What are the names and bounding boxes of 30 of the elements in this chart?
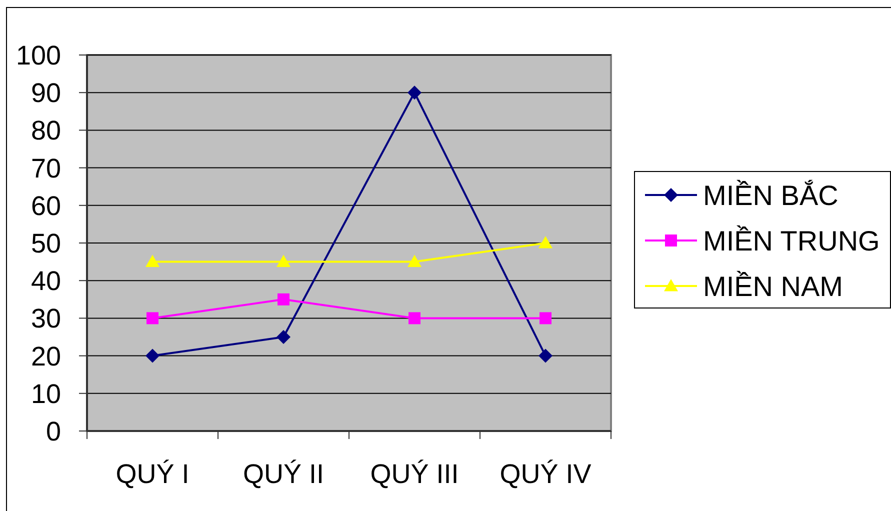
legend-label: MIỀN NAM bbox=[703, 270, 843, 302]
point bbox=[146, 254, 160, 268]
y-tick-label: 60 bbox=[30, 190, 61, 221]
point bbox=[276, 254, 290, 268]
point bbox=[278, 293, 290, 306]
point bbox=[538, 236, 552, 248]
x-tick-label: QUÝ IV bbox=[500, 459, 592, 489]
y-tick-label: 80 bbox=[30, 116, 61, 146]
point bbox=[540, 312, 552, 324]
y-tick-label: 70 bbox=[30, 153, 61, 184]
x-tick-label: QUÝ II bbox=[242, 459, 324, 489]
y-tick-label: 20 bbox=[30, 341, 61, 372]
point bbox=[146, 312, 158, 324]
point bbox=[408, 312, 420, 324]
point bbox=[146, 348, 160, 363]
legend-label: MIỀN TRUNG bbox=[703, 224, 880, 256]
point bbox=[538, 348, 552, 363]
y-tick-label: 30 bbox=[30, 304, 61, 334]
x-tick-label: QUÝ III bbox=[370, 459, 459, 489]
legend-label: MIỀN BẮC bbox=[703, 179, 838, 211]
point bbox=[408, 86, 422, 100]
point bbox=[408, 254, 422, 268]
y-tick-label: 40 bbox=[30, 266, 61, 296]
y-tick-label: 0 bbox=[46, 416, 61, 446]
point bbox=[276, 330, 290, 344]
x-tick-label: QUÝ I bbox=[116, 459, 190, 489]
y-tick-label: 90 bbox=[30, 78, 61, 108]
y-tick-label: 100 bbox=[16, 40, 61, 70]
y-tick-label: 10 bbox=[30, 378, 61, 409]
y-tick-label: 50 bbox=[30, 228, 61, 258]
